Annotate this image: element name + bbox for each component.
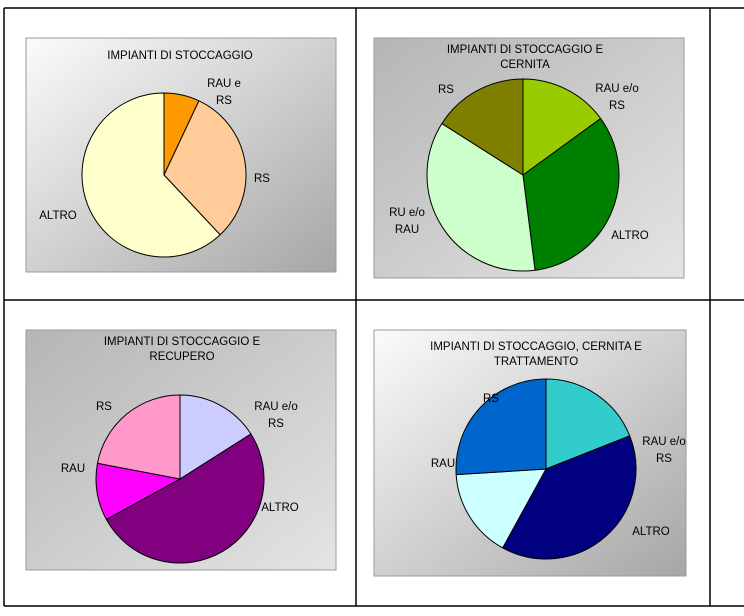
slice-label-rau-e-o-rs: RAU e/o	[595, 83, 638, 95]
slice-label-altro: ALTRO	[632, 526, 670, 538]
chart-panel-stoccaggio-recupero: IMPIANTI DI STOCCAGGIO E RECUPERO RAU e/o R…	[25, 329, 337, 571]
slice-label-rau-e-o-rs: RS	[656, 453, 672, 465]
pie-slice-rau-e-o-rs	[179, 394, 252, 480]
pie-slice-altro	[105, 433, 265, 564]
table-frame	[3, 7, 744, 607]
slice-label-rau: RAU	[431, 458, 455, 470]
chart-title: RECUPERO	[149, 351, 214, 363]
slice-label-altro: ALTRO	[39, 210, 77, 222]
slice-label-rau-e-o-rs: RS	[268, 418, 284, 430]
pie-slice-rau	[455, 468, 547, 549]
slice-label-altro: ALTRO	[261, 502, 299, 514]
chart-title: IMPIANTI DI STOCCAGGIO, CERNITA E	[430, 341, 642, 353]
slice-label-rau-e-rs: RAU e	[207, 78, 241, 90]
slice-label-ru-e-o-rau: RAU	[395, 224, 419, 236]
slice-label-ru-e-o-rau: RU e/o	[389, 207, 425, 219]
slice-label-rau: RAU	[61, 463, 85, 475]
chart-title: TRATTAMENTO	[494, 356, 578, 368]
slice-label-rs: RS	[438, 84, 454, 96]
pie-slice-rau-e-o-rs	[522, 78, 602, 176]
pie-slice-rs	[163, 100, 247, 236]
chart-panel-stoccaggio: IMPIANTI DI STOCCAGGIO RAU e RS RS ALTRO	[25, 37, 337, 273]
chart-title: IMPIANTI DI STOCCAGGIO	[107, 50, 253, 62]
slice-label-rs: RS	[254, 173, 270, 185]
slice-label-rau-e-o-rs: RS	[609, 100, 625, 112]
pie-slice-rau-e-o-rs	[545, 378, 631, 470]
slice-label-rs: RS	[96, 401, 112, 413]
slice-label-altro: ALTRO	[611, 230, 649, 242]
pie-slice-rs	[441, 78, 524, 176]
chart-panel-stoccaggio-cernita-trattamento: IMPIANTI DI STOCCAGGIO, CERNITA E TRATTAM…	[373, 329, 687, 577]
pie-slice-rs	[455, 378, 547, 476]
pie-slice-altro	[501, 435, 637, 560]
chart-panel-stoccaggio-cernita: IMPIANTI DI STOCCAGGIO E CERNITA RAU e/o RS…	[373, 37, 685, 279]
pie-slice-rs	[96, 394, 181, 480]
pie-slice-altro	[81, 92, 221, 258]
slice-label-rau-e-rs: RS	[216, 95, 232, 107]
chart-title: IMPIANTI DI STOCCAGGIO E	[447, 44, 604, 56]
chart-title: IMPIANTI DI STOCCAGGIO E	[104, 336, 261, 348]
slice-label-rau-e-o-rs: RAU e/o	[642, 436, 685, 448]
pie-slice-ru-e-o-rau	[426, 122, 536, 272]
pie-slice-altro	[522, 117, 620, 271]
slice-label-rs: RS	[483, 393, 499, 405]
chart-title: CERNITA	[500, 59, 550, 71]
slice-label-rau-e-o-rs: RAU e/o	[254, 401, 297, 413]
